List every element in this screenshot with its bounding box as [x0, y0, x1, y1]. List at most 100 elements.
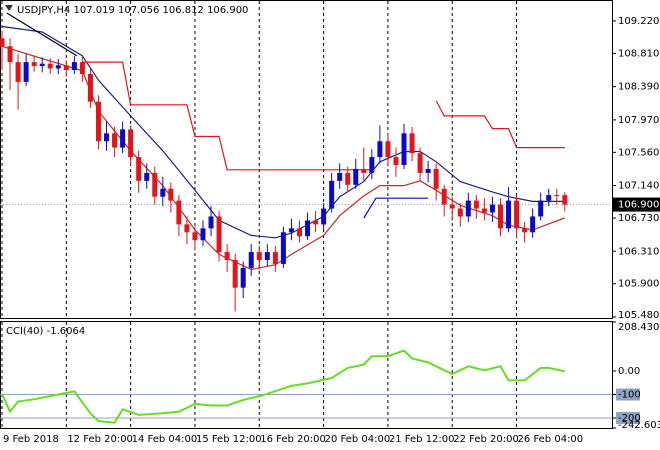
candle-body	[200, 228, 206, 241]
candle-body	[15, 62, 21, 82]
x-tick-label: 21 Feb 12:00	[389, 434, 455, 445]
x-tick-label: 26 Feb 04:00	[518, 434, 584, 445]
candle-body	[168, 188, 174, 201]
level-label-box	[616, 388, 640, 401]
x-tick-label: 15 Feb 12:00	[196, 434, 262, 445]
candle-body	[562, 195, 568, 205]
y-tick-label: -100	[618, 389, 641, 400]
candle-body	[313, 220, 319, 225]
indicator-line	[1, 349, 566, 424]
candle-body	[39, 63, 45, 67]
candle-body	[7, 46, 13, 63]
candle-body	[272, 252, 278, 264]
candle-body	[449, 204, 455, 209]
indicator-line	[363, 197, 429, 219]
cci-panel-frame	[0, 321, 613, 429]
candle-body	[417, 153, 423, 173]
candle-body	[425, 168, 431, 173]
x-tick-label: 22 Feb 20:00	[453, 434, 519, 445]
y-tick-label: 105.900	[618, 279, 659, 290]
candle-body	[377, 141, 383, 158]
candle-body	[385, 141, 391, 158]
candle-body	[63, 65, 69, 71]
candle-body	[296, 228, 302, 237]
candle-body	[329, 180, 335, 209]
candle-body	[71, 62, 77, 71]
indicator-line	[6, 12, 78, 57]
candle-body	[176, 200, 182, 225]
candle-body	[393, 157, 399, 166]
candle-body	[184, 224, 190, 233]
x-tick-label: 20 Feb 04:00	[325, 434, 391, 445]
indicator-line	[82, 61, 372, 171]
candle-body	[538, 200, 544, 217]
x-tick-label: 9 Feb 2018	[3, 434, 59, 445]
candle-body	[192, 232, 198, 241]
candle-body	[497, 204, 503, 229]
x-tick-label: 12 Feb 20:00	[67, 434, 133, 445]
candle-body	[104, 133, 110, 142]
candle-body	[489, 204, 495, 213]
candle-body	[232, 259, 238, 288]
candle-body	[87, 73, 93, 102]
candle-body	[208, 216, 214, 229]
candle-body	[224, 252, 230, 260]
candle-body	[95, 101, 101, 142]
y-tick-label: 0.00	[618, 366, 640, 377]
y-tick-label: 107.970	[618, 115, 659, 126]
candle-body	[248, 252, 254, 268]
y-tick-label: 109.220	[618, 16, 659, 27]
y-tick-label: 108.810	[618, 48, 659, 59]
candle-body	[240, 267, 246, 288]
candle-body	[457, 208, 463, 217]
symbol-icon	[5, 5, 13, 11]
candle-body	[305, 220, 311, 237]
candle-body	[112, 133, 118, 148]
candle-body	[216, 216, 222, 253]
candle-body	[321, 208, 327, 225]
last-price-box	[612, 197, 660, 212]
y-tick-label: -242.6037	[618, 420, 660, 431]
candle-body	[23, 62, 29, 82]
candle-body	[79, 62, 85, 74]
candle-body	[522, 228, 528, 233]
main-panel-frame	[0, 0, 613, 319]
y-tick-label: 106.310	[618, 246, 659, 257]
candle-body	[0, 38, 5, 47]
candle-body	[481, 208, 487, 213]
candle-body	[433, 168, 439, 189]
candle-body	[554, 195, 560, 197]
candle-body	[530, 216, 536, 233]
candle-body	[288, 228, 294, 233]
candle-body	[514, 200, 520, 229]
candle-body	[546, 195, 552, 201]
candle-body	[256, 252, 262, 260]
y-tick-label: 107.560	[618, 147, 659, 158]
candle-body	[55, 65, 61, 69]
candle-body	[136, 157, 142, 181]
last-price-label: 106.900	[618, 200, 659, 211]
candle-body	[264, 252, 270, 260]
candle-body	[337, 172, 343, 181]
candle-body	[31, 62, 37, 67]
x-tick-label: 14 Feb 04:00	[132, 434, 198, 445]
y-tick-label: 107.140	[618, 181, 659, 192]
candle-body	[120, 129, 126, 148]
y-tick-label: 105.480	[618, 310, 659, 321]
y-tick-label: -200	[618, 413, 641, 424]
y-tick-label: 106.730	[618, 213, 659, 224]
candle-body	[369, 157, 375, 173]
candle-body	[361, 168, 367, 173]
x-tick-label: 16 Feb 20:00	[260, 434, 326, 445]
candle-body	[47, 63, 53, 69]
level-label-box	[616, 411, 640, 424]
candle-body	[506, 200, 512, 229]
candle-body	[401, 133, 407, 166]
candle-body	[144, 172, 150, 181]
candle-body	[409, 133, 415, 154]
y-tick-label: 208.4306	[618, 322, 660, 333]
candle-body	[152, 172, 158, 197]
